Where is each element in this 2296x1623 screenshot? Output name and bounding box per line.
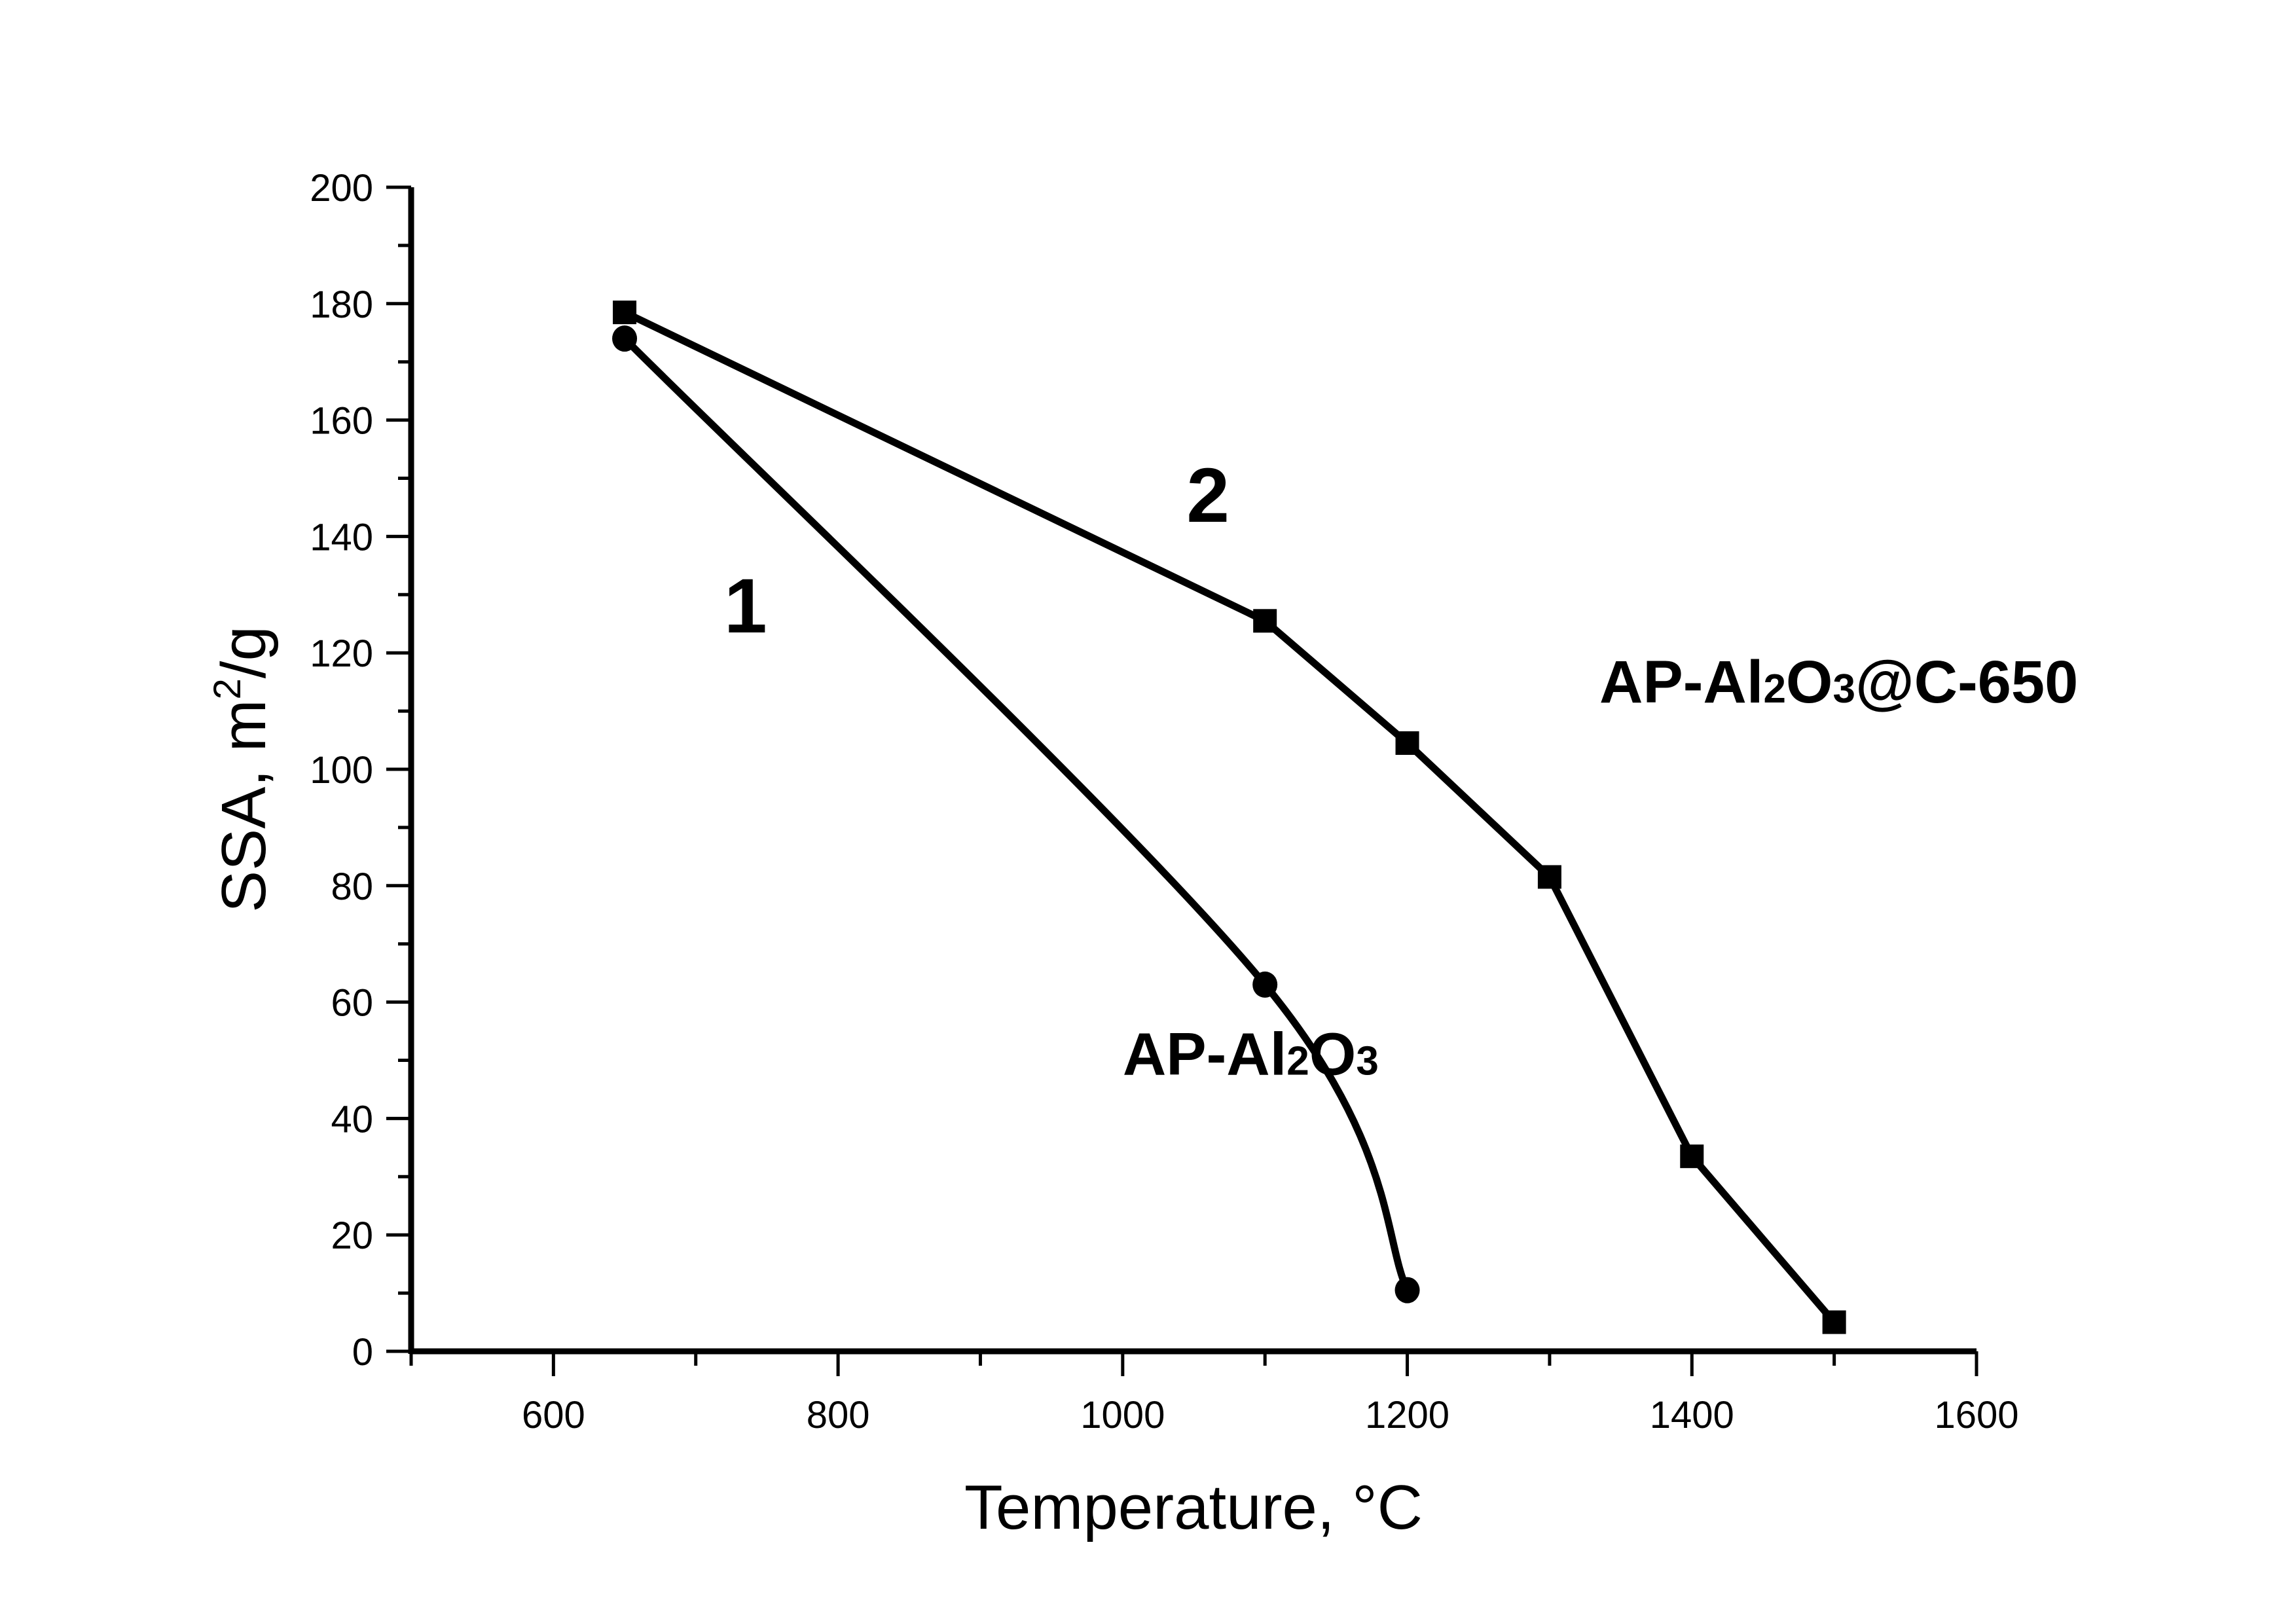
y-tick-label: 120 [310, 632, 373, 675]
y-axis-title: SSA, m2/g [206, 626, 279, 913]
circle-marker [1252, 971, 1278, 998]
y-tick-label: 60 [331, 982, 373, 1025]
y-axis-ticks: 0 20 40 60 80 100 120 140 160 180 200 [310, 167, 411, 1374]
y-tick-label: 40 [331, 1098, 373, 1140]
y-tick-label: 180 [310, 283, 373, 326]
curve-number-2: 2 [1186, 452, 1230, 539]
x-tick-label: 800 [807, 1394, 870, 1436]
x-tick-label: 600 [522, 1394, 585, 1436]
annotations: 1 2 AP-Al2O3 AP-Al2O3@C-650 [724, 452, 2078, 1088]
x-tick-label: 1200 [1365, 1394, 1449, 1436]
series-line-2 [623, 309, 1837, 1325]
x-axis-ticks: 600 800 1000 1200 1400 1600 [409, 1351, 2019, 1436]
x-tick-label: 1600 [1934, 1394, 2018, 1436]
square-marker [1395, 731, 1419, 755]
series-line-1 [622, 336, 1411, 1292]
square-marker [1822, 1310, 1846, 1334]
circle-marker [612, 325, 638, 352]
x-axis-title: Temperature, °C [964, 1472, 1423, 1542]
series-group [612, 301, 1846, 1334]
y-tick-label: 140 [310, 516, 373, 558]
y-tick-label: 200 [310, 167, 373, 210]
y-axis-title-tail: /g [209, 626, 279, 678]
y-axis-title-main: SSA, m [209, 699, 279, 912]
circle-marker [1394, 1277, 1420, 1304]
curve-number-1: 1 [724, 563, 767, 649]
y-tick-label: 20 [331, 1214, 373, 1257]
y-axis-title-sup: 2 [206, 678, 249, 699]
x-tick-label: 1000 [1080, 1394, 1165, 1436]
y-tick-label: 160 [310, 400, 373, 443]
square-marker [1537, 865, 1561, 889]
x-tick-label: 1400 [1650, 1394, 1734, 1436]
square-marker [1253, 609, 1277, 633]
series-label-ap-al2o3: AP-Al2O3 [1123, 1021, 1379, 1088]
square-marker [1680, 1144, 1704, 1169]
square-marker [613, 301, 637, 325]
y-tick-label: 0 [352, 1331, 373, 1374]
y-tick-label: 80 [331, 866, 373, 908]
y-tick-label: 100 [310, 749, 373, 792]
series-label-ap-al2o3-c-650: AP-Al2O3@C-650 [1599, 649, 2078, 716]
